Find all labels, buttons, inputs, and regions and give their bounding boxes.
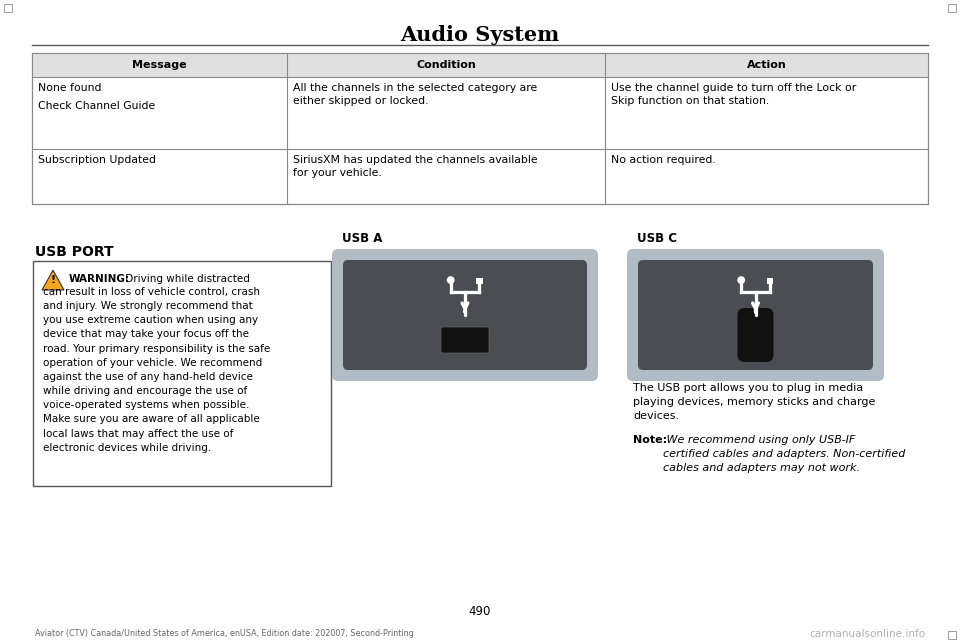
Text: No action required.: No action required. bbox=[612, 155, 716, 165]
Text: USB C: USB C bbox=[637, 232, 677, 245]
FancyBboxPatch shape bbox=[737, 308, 774, 362]
Text: !: ! bbox=[51, 275, 56, 285]
FancyBboxPatch shape bbox=[627, 249, 884, 381]
Text: Subscription Updated: Subscription Updated bbox=[38, 155, 156, 165]
Bar bbox=[32, 53, 928, 77]
Text: Note:: Note: bbox=[633, 435, 667, 445]
Bar bbox=[948, 631, 956, 639]
Text: carmanualsonline.info: carmanualsonline.info bbox=[809, 629, 925, 639]
Text: USB PORT: USB PORT bbox=[35, 245, 113, 259]
Polygon shape bbox=[42, 270, 64, 290]
Text: Audio System: Audio System bbox=[400, 25, 560, 45]
Text: None found: None found bbox=[38, 83, 102, 93]
Text: The USB port allows you to plug in media
playing devices, memory sticks and char: The USB port allows you to plug in media… bbox=[633, 383, 876, 421]
Text: All the channels in the selected category are
either skipped or locked.: All the channels in the selected categor… bbox=[294, 83, 538, 106]
Bar bbox=[476, 278, 483, 284]
FancyBboxPatch shape bbox=[638, 260, 873, 370]
Text: WARNING:: WARNING: bbox=[69, 274, 130, 284]
Bar bbox=[33, 261, 331, 486]
Circle shape bbox=[446, 276, 455, 284]
Text: Check Channel Guide: Check Channel Guide bbox=[38, 101, 156, 111]
Bar bbox=[4, 4, 12, 12]
FancyBboxPatch shape bbox=[332, 249, 598, 381]
Text: Aviator (CTV) Canada/United States of America, enUSA, Edition date: 202007, Seco: Aviator (CTV) Canada/United States of Am… bbox=[35, 629, 414, 638]
Text: Use the channel guide to turn off the Lock or
Skip function on that station.: Use the channel guide to turn off the Lo… bbox=[612, 83, 856, 106]
Text: can result in loss of vehicle control, crash
and injury. We strongly recommend t: can result in loss of vehicle control, c… bbox=[43, 287, 271, 453]
Bar bbox=[32, 53, 928, 204]
FancyBboxPatch shape bbox=[343, 260, 587, 370]
Bar bbox=[948, 4, 956, 12]
Bar bbox=[766, 278, 773, 284]
Text: Condition: Condition bbox=[417, 60, 476, 70]
Circle shape bbox=[737, 276, 745, 284]
Text: SiriusXM has updated the channels available
for your vehicle.: SiriusXM has updated the channels availa… bbox=[294, 155, 538, 178]
Text: USB A: USB A bbox=[342, 232, 382, 245]
FancyBboxPatch shape bbox=[441, 327, 489, 353]
Text: We recommend using only USB-IF
certified cables and adapters. Non-certified
cabl: We recommend using only USB-IF certified… bbox=[663, 435, 905, 473]
Text: 490: 490 bbox=[468, 605, 492, 618]
Text: Driving while distracted: Driving while distracted bbox=[122, 274, 250, 284]
Text: Action: Action bbox=[747, 60, 786, 70]
Text: Message: Message bbox=[132, 60, 187, 70]
